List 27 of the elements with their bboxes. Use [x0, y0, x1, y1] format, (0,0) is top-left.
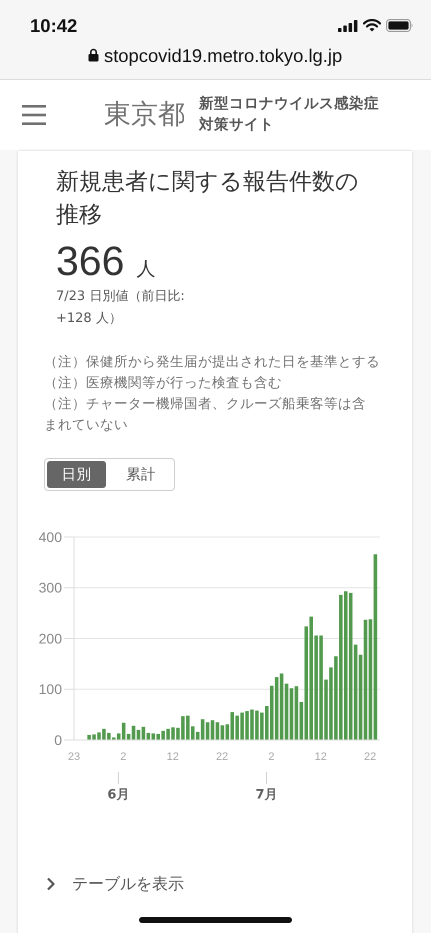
x-tick-label: 12: [314, 750, 327, 763]
text: 累計: [125, 466, 157, 485]
y-tick-label: 100: [38, 681, 62, 698]
text: （注）保健所から発生届が提出された日を基準とする: [44, 353, 380, 372]
x-tick-label: 2: [120, 750, 126, 763]
text: stopcovid19.metro.tokyo.lg.jp: [104, 45, 342, 67]
y-tick-label: 300: [38, 580, 62, 596]
x-tick-label: 23: [68, 750, 80, 763]
x-tick-label: 12: [166, 750, 179, 763]
text: 東京都: [104, 98, 185, 132]
y-tick-label: 0: [54, 732, 62, 748]
text: 新型コロナウイルス感染症対策サイト: [199, 94, 380, 135]
chart-title: 新規患者に関する報告件数の推移: [56, 168, 360, 230]
text: （注）チャーター機帰国者、クルーズ船乗客等は含まれていない: [44, 395, 367, 435]
text: テーブルを表示: [72, 873, 184, 895]
x2-tick-label: 6月: [107, 788, 130, 803]
x-tick-label: 2: [268, 750, 274, 763]
text: （注）医療機関等が行った検査も含む: [44, 374, 282, 393]
y-tick-label: 400: [38, 528, 62, 545]
x-tick-label: 22: [364, 750, 376, 763]
x-tick-label: 22: [216, 750, 228, 763]
y-tick-label: 200: [38, 630, 62, 646]
text: 日別: [47, 461, 106, 489]
text: 7/23 日別値（前日比: +128 人）: [56, 288, 186, 328]
text: 366 人: [56, 238, 156, 284]
x2-tick-label: 7月: [255, 788, 278, 803]
text: 10:42: [30, 15, 78, 37]
